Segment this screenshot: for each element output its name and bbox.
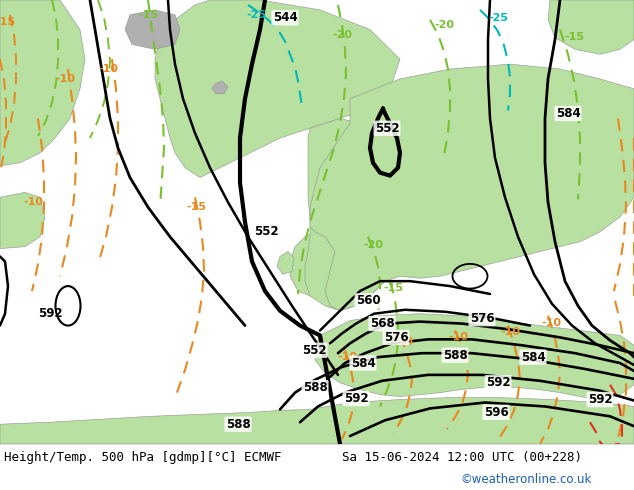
Text: -10: -10 (337, 352, 357, 362)
Text: -15: -15 (383, 283, 403, 293)
Text: Sa 15-06-2024 12:00 UTC (00+228): Sa 15-06-2024 12:00 UTC (00+228) (342, 451, 582, 465)
Text: -20: -20 (332, 29, 352, 40)
Text: 588: 588 (302, 381, 327, 394)
Text: 592: 592 (588, 393, 612, 406)
Text: -15: -15 (186, 202, 206, 212)
Text: 576: 576 (470, 312, 495, 325)
Polygon shape (0, 193, 45, 248)
Text: 588: 588 (443, 349, 467, 362)
Text: -20: -20 (434, 20, 454, 30)
Text: -10: -10 (448, 332, 468, 343)
Text: 596: 596 (484, 406, 508, 419)
Text: 544: 544 (273, 11, 297, 24)
Text: 584: 584 (351, 357, 375, 369)
Polygon shape (212, 81, 228, 94)
Polygon shape (290, 232, 340, 296)
Text: 592: 592 (486, 376, 510, 389)
Text: 588: 588 (226, 417, 250, 431)
Text: 592: 592 (37, 307, 62, 320)
Text: -10: -10 (98, 64, 118, 74)
Polygon shape (310, 64, 634, 311)
Polygon shape (0, 0, 85, 166)
Text: 568: 568 (370, 317, 394, 330)
Text: -10: -10 (23, 197, 43, 207)
Text: -20: -20 (363, 240, 383, 250)
Text: -10: -10 (500, 327, 520, 338)
Text: -10: -10 (541, 318, 561, 328)
Text: 560: 560 (356, 294, 380, 307)
Text: 552: 552 (302, 343, 327, 357)
Text: ©weatheronline.co.uk: ©weatheronline.co.uk (460, 473, 592, 487)
Text: -10: -10 (55, 74, 75, 84)
Text: -10: -10 (393, 337, 413, 347)
Polygon shape (315, 314, 634, 399)
Text: -15: -15 (0, 17, 15, 26)
Text: Height/Temp. 500 hPa [gdmp][°C] ECMWF: Height/Temp. 500 hPa [gdmp][°C] ECMWF (4, 451, 281, 465)
Text: -25: -25 (246, 10, 266, 20)
Polygon shape (125, 10, 180, 49)
Text: 584: 584 (555, 107, 580, 120)
Text: 552: 552 (254, 225, 278, 238)
Polygon shape (277, 251, 294, 274)
Text: 576: 576 (384, 331, 408, 344)
Polygon shape (305, 119, 420, 311)
Polygon shape (0, 397, 634, 444)
Text: -15: -15 (564, 32, 584, 43)
Text: 592: 592 (344, 392, 368, 405)
Text: -25: -25 (488, 13, 508, 23)
Text: -15: -15 (138, 10, 158, 20)
Text: 584: 584 (521, 351, 545, 364)
Polygon shape (548, 0, 634, 54)
Text: 552: 552 (375, 122, 399, 135)
Polygon shape (155, 0, 400, 177)
